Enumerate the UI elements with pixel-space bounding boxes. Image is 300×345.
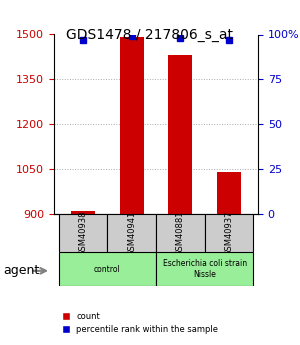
Bar [71,211,95,214]
Bar [168,56,192,214]
Text: GSM40881: GSM40881 [176,210,185,256]
Text: Escherichia coli strain
Nissle: Escherichia coli strain Nissle [163,259,247,279]
Bar [120,38,144,214]
Text: GSM40937: GSM40937 [224,210,233,256]
Text: GSM40938: GSM40938 [79,210,88,256]
Text: agent: agent [3,264,39,277]
FancyBboxPatch shape [107,214,156,252]
Text: control: control [94,265,121,274]
Text: GDS1478 / 217806_s_at: GDS1478 / 217806_s_at [67,28,233,42]
Text: GSM40941: GSM40941 [127,210,136,256]
Bar [217,172,241,214]
Legend: count, percentile rank within the sample: count, percentile rank within the sample [58,308,222,337]
FancyBboxPatch shape [59,252,156,286]
FancyBboxPatch shape [59,214,107,252]
FancyBboxPatch shape [156,214,205,252]
FancyBboxPatch shape [205,214,253,252]
FancyBboxPatch shape [156,252,253,286]
